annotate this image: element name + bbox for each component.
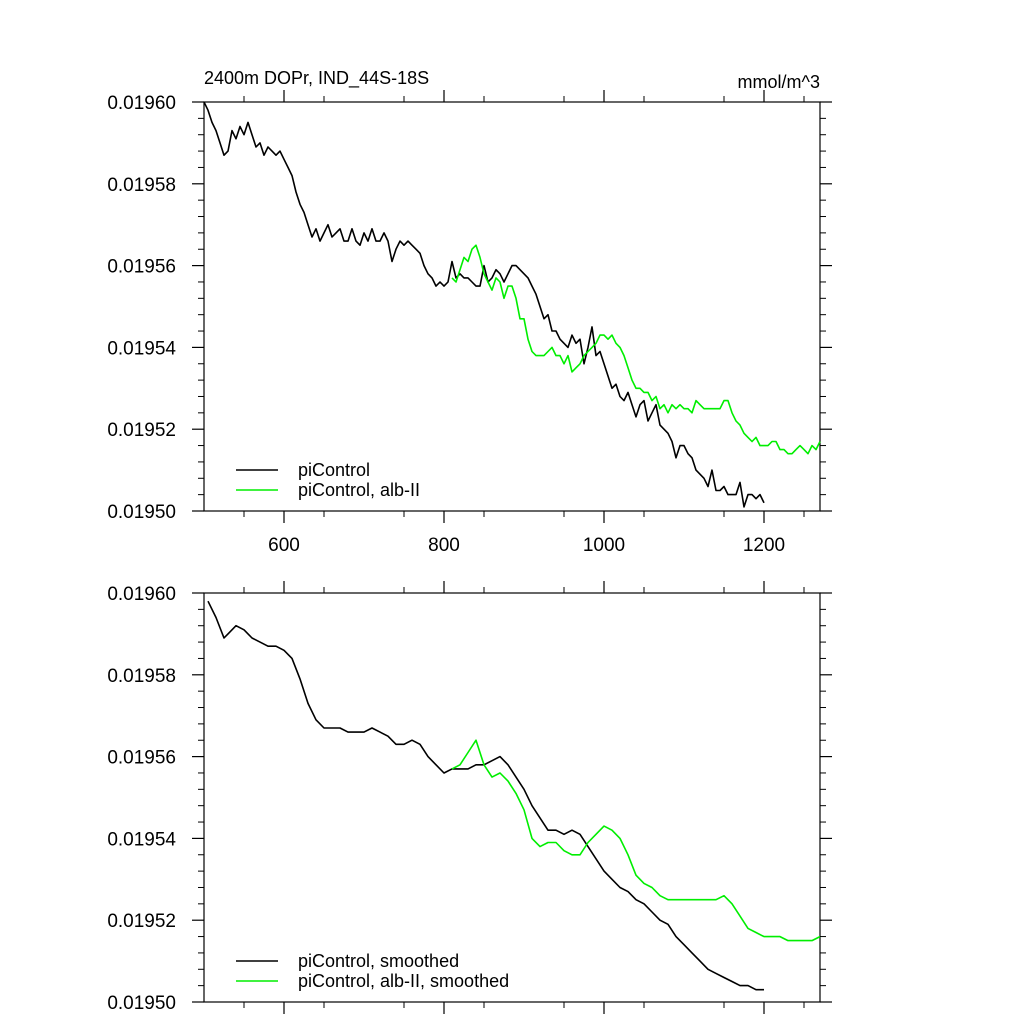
- bottom-panel: 0.01950 0.01952 0.01954 0.01956 0.01958 0.019…: [107, 581, 832, 1014]
- legend-label-picontrol-smoothed: piControl, smoothed: [298, 951, 459, 971]
- top-axes: 600 800 1000 1200 0.01950 0.01952 0.01954 0.019…: [107, 90, 832, 556]
- units-label: mmol/m^3: [738, 72, 820, 92]
- series-line-0: [203, 101, 765, 508]
- plot-frame: [203, 592, 821, 1003]
- y-tick-label: 0.01950: [107, 993, 176, 1014]
- bottom-legend: piControl, smoothed piControl, alb-II, s…: [236, 951, 509, 991]
- x-tick-label: 1000: [583, 535, 625, 556]
- x-tick-label: 600: [268, 535, 300, 556]
- y-tick-label: 0.01954: [107, 829, 176, 850]
- y-tick-label: 0.01952: [107, 420, 176, 441]
- top-legend: piControl piControl, alb-II: [236, 460, 420, 500]
- y-tick-label: 0.01958: [107, 666, 176, 687]
- series-line-1: [451, 739, 821, 942]
- x-tick-label: 1200: [743, 535, 785, 556]
- panel-title: 2400m DOPr, IND_44S-18S: [204, 68, 429, 89]
- legend-label-alb-ii-smoothed: piControl, alb-II, smoothed: [298, 971, 509, 991]
- series-line-1: [451, 244, 821, 455]
- y-tick-label: 0.01960: [107, 584, 176, 605]
- plot-frame: [203, 101, 821, 512]
- y-tick-label: 0.01956: [107, 748, 176, 769]
- y-tick-label: 0.01954: [107, 338, 176, 359]
- bottom-series: [207, 600, 821, 991]
- bottom-axes: 0.01950 0.01952 0.01954 0.01956 0.01958 0.019…: [107, 581, 832, 1014]
- x-tick-label: 800: [428, 535, 460, 556]
- y-tick-label: 0.01958: [107, 175, 176, 196]
- legend-label-picontrol: piControl: [298, 460, 370, 480]
- y-tick-label: 0.01956: [107, 257, 176, 278]
- y-tick-label: 0.01952: [107, 911, 176, 932]
- top-panel: 2400m DOPr, IND_44S-18S mmol/m^3 600 800 1…: [107, 68, 832, 556]
- y-tick-label: 0.01960: [107, 93, 176, 114]
- top-series: [203, 101, 821, 508]
- y-tick-label: 0.01950: [107, 502, 176, 523]
- legend-label-alb-ii: piControl, alb-II: [298, 480, 420, 500]
